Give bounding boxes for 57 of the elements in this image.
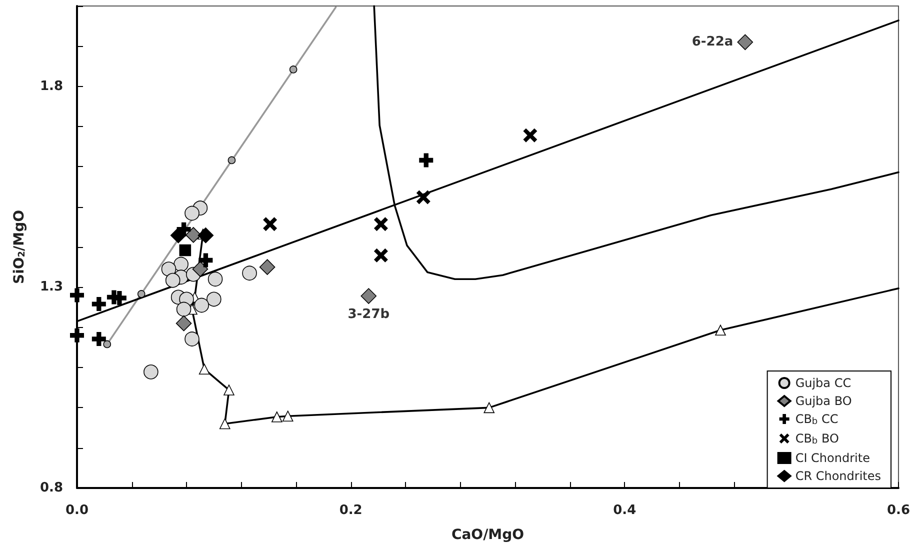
legend-label: CI Chondrite (795, 451, 870, 465)
point (219, 418, 230, 430)
y-axis-title: SiO2/MgO (12, 210, 28, 284)
legend-label: Gujba CC (795, 376, 852, 390)
point (374, 217, 388, 232)
point (176, 315, 192, 332)
y-tick-label: 0.8 (40, 480, 63, 496)
point (263, 217, 278, 232)
point (282, 410, 294, 422)
point (289, 66, 298, 74)
point (198, 364, 210, 375)
point (103, 340, 112, 348)
x-tick-label: 0.4 (613, 503, 636, 518)
point (198, 227, 214, 244)
point (144, 364, 158, 380)
point (92, 332, 106, 346)
point (70, 288, 84, 302)
point (70, 328, 84, 342)
y-tick-label: 1.8 (40, 78, 63, 94)
x-tick-label: 0.0 (65, 503, 89, 518)
legend-label: Gujba BO (795, 394, 852, 408)
point (360, 288, 377, 304)
point (176, 302, 192, 317)
point (242, 266, 257, 281)
point (206, 292, 222, 307)
point (737, 34, 754, 50)
point (484, 402, 495, 414)
point (194, 298, 209, 313)
point (259, 259, 276, 275)
point (137, 290, 146, 298)
point (228, 156, 236, 164)
point (185, 227, 202, 243)
point (170, 227, 186, 244)
point (374, 248, 388, 262)
point (174, 256, 188, 272)
annotation: 3-27b (348, 307, 390, 322)
point (416, 190, 430, 204)
annotation: 6-22a (692, 34, 734, 50)
legend-label: CR Chondrites (795, 469, 881, 483)
point (184, 332, 200, 346)
point (208, 272, 223, 287)
point (92, 297, 106, 312)
point (179, 244, 192, 256)
point (715, 324, 726, 336)
point (192, 261, 208, 277)
point (419, 153, 434, 168)
point (271, 412, 282, 422)
x-tick-label: 0.2 (339, 503, 362, 518)
point (224, 384, 234, 396)
point (523, 128, 538, 142)
point (161, 262, 176, 276)
point (165, 272, 180, 288)
x-tick-label: 0.6 (886, 503, 910, 518)
x-axis-title: CaO/MgO (451, 527, 524, 543)
point (184, 206, 200, 221)
point (198, 253, 213, 268)
y-tick-label: 1.3 (40, 280, 63, 295)
